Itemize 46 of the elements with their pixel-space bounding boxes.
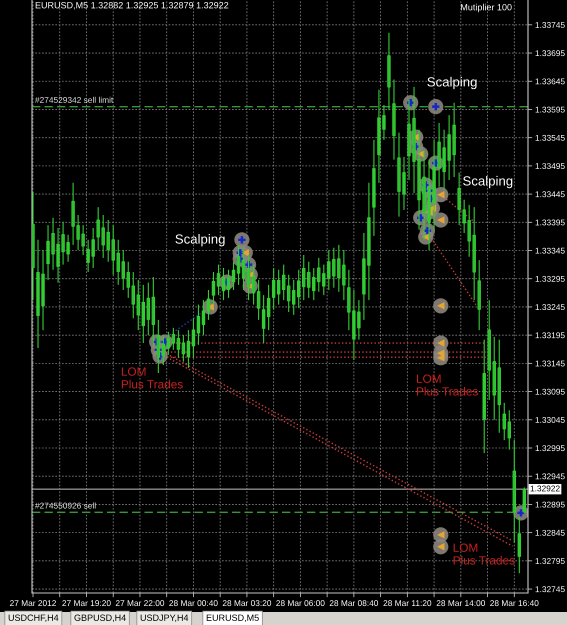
y-tick-label: 1.33745: [536, 22, 565, 28]
ref-line-label: #274529342 sell limit: [35, 96, 114, 103]
text: USDCHF,H4: [8, 614, 58, 622]
annotation: Scalping: [427, 76, 477, 90]
y-tick-label: 1.33045: [536, 416, 565, 423]
y-tick-label: 1.32845: [536, 530, 565, 536]
annotation: LOM Plus Trades: [416, 374, 478, 396]
annotation: LOM Plus Trades: [454, 544, 515, 565]
text: USDJPY,H4: [140, 614, 188, 622]
ref-line-label: #274550926 sell: [35, 502, 96, 509]
y-tick-label: 1.33395: [536, 220, 565, 226]
y-tick-label: 1.33245: [536, 304, 565, 310]
x-tick-label: 28 Mar 08:40: [330, 600, 378, 606]
x-tick-label: 28 Mar 00:40: [169, 600, 218, 606]
y-tick-label: 1.33445: [536, 191, 565, 198]
y-tick-label: 1.32945: [536, 473, 565, 480]
y-tick-label: 1.33295: [536, 276, 565, 282]
y-tick-label: 1.33645: [536, 78, 565, 84]
annotation: Scalping: [463, 176, 512, 188]
y-tick-label: 1.33145: [536, 360, 565, 366]
ref-line-label: 1.32922: [530, 486, 560, 492]
x-tick-label: 27 Mar 2012: [10, 600, 56, 606]
annotation: LOM Plus Trades: [122, 367, 183, 388]
x-tick-label: 28 Mar 03:20: [222, 600, 272, 606]
y-tick-label: 1.32895: [536, 502, 565, 508]
text: EURUSD,M5: [206, 614, 259, 622]
annotation: Mutiplier 100: [461, 4, 512, 12]
text: GBPUSD,H4: [74, 614, 126, 622]
y-tick-label: 1.33595: [536, 106, 565, 113]
x-tick-label: 27 Mar 19:20: [62, 600, 111, 606]
y-tick-label: 1.33695: [536, 50, 565, 56]
x-tick-label: 28 Mar 16:40: [490, 600, 539, 606]
y-tick-label: 1.33545: [536, 134, 565, 141]
x-tick-label: 28 Mar 06:00: [276, 600, 325, 606]
y-tick-label: 1.32745: [536, 586, 565, 592]
y-tick-label: 1.33195: [536, 332, 565, 338]
y-tick-label: 1.33495: [536, 163, 565, 169]
chart-title: EURUSD,M5 1.32882 1.32925 1.32879 1.32922: [36, 2, 228, 10]
y-tick-label: 1.32795: [536, 558, 565, 564]
y-tick-label: 1.32995: [536, 445, 565, 452]
x-tick-label: 27 Mar 22:00: [116, 600, 164, 606]
y-tick-label: 1.33095: [536, 388, 565, 395]
x-tick-label: 28 Mar 14:00: [436, 600, 486, 606]
x-tick-label: 28 Mar 11:20: [384, 600, 432, 606]
annotation: Scalping: [175, 234, 225, 246]
y-tick-label: 1.33345: [536, 248, 565, 254]
